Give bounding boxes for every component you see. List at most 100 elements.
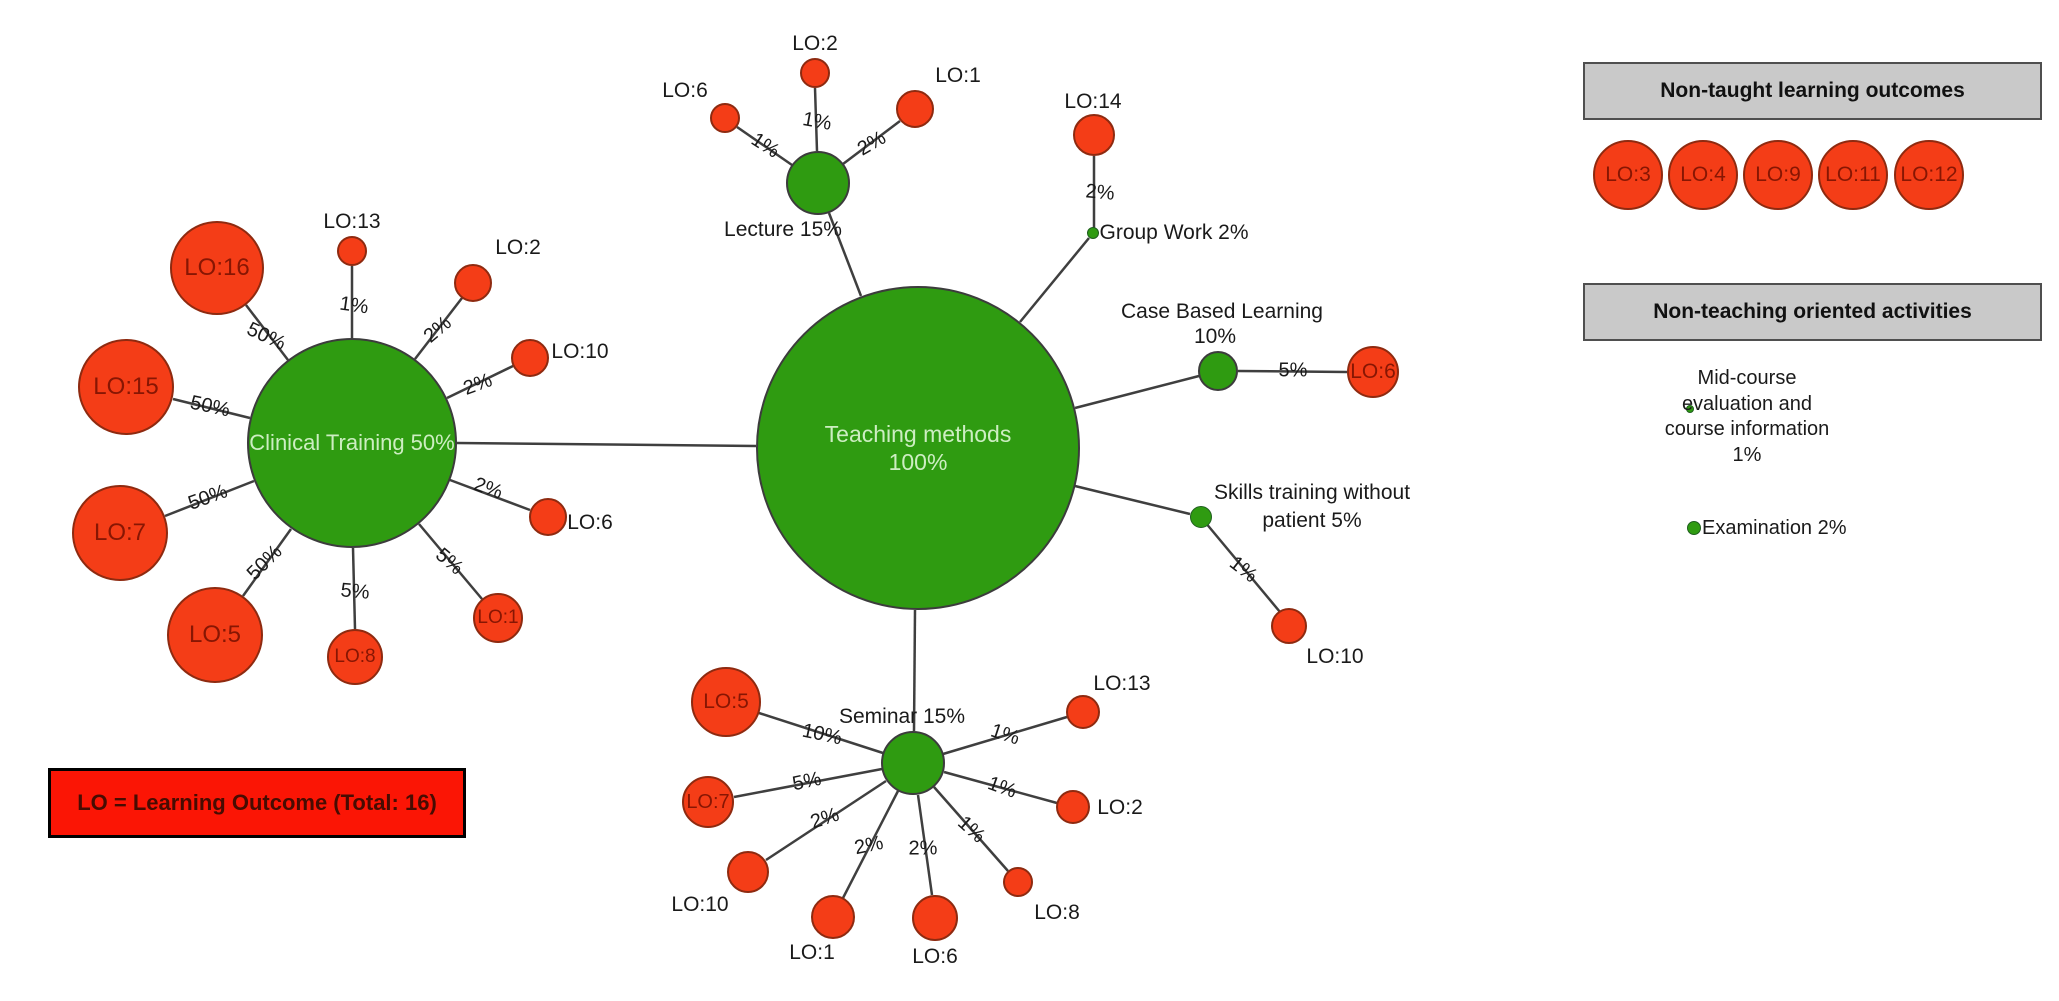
edge-line bbox=[827, 212, 863, 297]
edge-line bbox=[758, 711, 884, 755]
node-label: Seminar 15% bbox=[838, 705, 966, 728]
node-label: LO:10 bbox=[1306, 645, 1364, 668]
lo-6-case-based: LO:6 bbox=[1347, 346, 1399, 398]
node-inner-label: LO:6 bbox=[1350, 360, 1396, 384]
lo-8-clinical: LO:8 bbox=[327, 629, 383, 685]
edge-weight-label: 1% bbox=[800, 108, 834, 135]
teaching-methods-hub: Teaching methods 100% bbox=[756, 286, 1080, 610]
node-label: LO:13 bbox=[323, 210, 381, 233]
mid-course-line-4: 1% bbox=[1732, 443, 1762, 466]
non-taught-lo-4: LO:4 bbox=[1668, 140, 1738, 210]
lo-6-clinical bbox=[529, 498, 567, 536]
edge-line bbox=[172, 397, 251, 420]
edge-line bbox=[842, 120, 901, 165]
edge-line bbox=[942, 715, 1068, 756]
lo-1-seminar bbox=[811, 895, 855, 939]
edge-line bbox=[449, 478, 531, 512]
node-label: LO:6 bbox=[662, 79, 708, 102]
mid-course-line-1: Mid-course bbox=[1697, 367, 1797, 389]
node-label: LO:1 bbox=[935, 64, 981, 87]
node-label: LO:2 bbox=[495, 236, 541, 259]
lo-7-seminar: LO:7 bbox=[682, 776, 734, 828]
lo-6-seminar bbox=[912, 895, 958, 941]
non-taught-lo-3: LO:3 bbox=[1593, 140, 1663, 210]
examination-label: Examination 2% bbox=[1702, 517, 1847, 539]
edge-line bbox=[912, 609, 917, 732]
non-taught-lo-11: LO:11 bbox=[1818, 140, 1888, 210]
non-taught-lo-9: LO:9 bbox=[1743, 140, 1813, 210]
node-label: 10% bbox=[1193, 325, 1237, 348]
node-label: LO:2 bbox=[792, 32, 838, 55]
group-work-dot bbox=[1087, 227, 1099, 239]
edge-line bbox=[446, 364, 514, 400]
edge-line bbox=[933, 786, 1009, 872]
lo-10-skills bbox=[1271, 608, 1307, 644]
lo-2-clinical bbox=[454, 264, 492, 302]
node-inner-label: 100% bbox=[888, 449, 948, 475]
node-label: LO:14 bbox=[1064, 90, 1122, 113]
non-taught-lo-12: LO:12 bbox=[1894, 140, 1964, 210]
lo-5-clinical: LO:5 bbox=[167, 587, 263, 683]
node-label: LO:10 bbox=[671, 893, 729, 916]
edge-line bbox=[245, 304, 289, 361]
legend-text: LO = Learning Outcome (Total: 16) bbox=[77, 790, 437, 815]
node-inner-label: LO:15 bbox=[93, 373, 159, 401]
edge-weight-label: 2% bbox=[1084, 180, 1116, 205]
node-label: LO:1 bbox=[789, 941, 835, 964]
node-label: Skills training without bbox=[1213, 481, 1411, 504]
edge-line bbox=[841, 790, 900, 899]
lo-8-seminar bbox=[1003, 867, 1033, 897]
node-label: LO:10 bbox=[551, 340, 609, 363]
edge-line bbox=[351, 547, 357, 630]
lo-1-clinical: LO:1 bbox=[473, 593, 523, 643]
node-inner-label: LO:3 bbox=[1605, 163, 1651, 187]
edge-line bbox=[736, 125, 793, 167]
lo-2-seminar bbox=[1056, 790, 1090, 824]
edge-line bbox=[1019, 237, 1090, 323]
edge-weight-label: 5% bbox=[339, 579, 371, 604]
edge-line bbox=[765, 779, 887, 862]
node-inner-label: LO:11 bbox=[1825, 163, 1881, 187]
edge-line bbox=[414, 297, 463, 360]
lo-10-seminar bbox=[727, 851, 769, 893]
edge-line bbox=[1204, 521, 1281, 613]
non-taught-outcomes-title: Non-taught learning outcomes bbox=[1660, 79, 1965, 102]
edge-line bbox=[943, 770, 1058, 805]
clinical-training: Clinical Training 50% bbox=[247, 338, 457, 548]
non-teaching-activities-header: Non-teaching oriented activities bbox=[1583, 283, 2042, 341]
edge-line bbox=[1237, 369, 1348, 374]
node-inner-label: LO:4 bbox=[1680, 163, 1726, 187]
edge-line bbox=[916, 794, 934, 896]
lo-15-clinical: LO:15 bbox=[78, 339, 174, 435]
node-label: Group Work 2% bbox=[1099, 221, 1249, 244]
lo-16-clinical: LO:16 bbox=[170, 221, 264, 315]
lo-13-clinical bbox=[337, 236, 367, 266]
lo-2-lecture bbox=[800, 58, 830, 88]
lo-1-lecture bbox=[896, 90, 934, 128]
node-inner-label: LO:12 bbox=[1900, 163, 1958, 187]
node-label: LO:6 bbox=[912, 945, 958, 968]
node-inner-label: LO:9 bbox=[1755, 163, 1801, 187]
node-inner-label: LO:5 bbox=[703, 690, 749, 714]
seminar bbox=[881, 731, 945, 795]
legend-box: LO = Learning Outcome (Total: 16) bbox=[48, 768, 466, 838]
skills-training-dot bbox=[1190, 506, 1212, 528]
lo-7-clinical: LO:7 bbox=[72, 485, 168, 581]
case-based-learning bbox=[1198, 351, 1238, 391]
edge-line bbox=[164, 479, 255, 518]
node-label: Lecture 15% bbox=[724, 218, 842, 241]
edge-weight-label: 2% bbox=[908, 837, 938, 860]
lo-5-seminar: LO:5 bbox=[691, 667, 761, 737]
node-label: patient 5% bbox=[1262, 509, 1362, 532]
node-label: Case Based Learning bbox=[1121, 300, 1323, 323]
edge-weight-label: 5% bbox=[1278, 359, 1308, 382]
node-inner-label: LO:1 bbox=[477, 607, 519, 629]
mid-course-evaluation-label: Mid-course evaluation and course informa… bbox=[1665, 366, 1830, 468]
non-teaching-activities-title: Non-teaching oriented activities bbox=[1653, 300, 1972, 323]
lo-14-group-work bbox=[1073, 114, 1115, 156]
edge-line bbox=[418, 523, 483, 600]
edge-line bbox=[456, 441, 757, 448]
node-inner-label: Clinical Training 50% bbox=[249, 429, 455, 455]
node-label: LO:2 bbox=[1097, 796, 1143, 819]
